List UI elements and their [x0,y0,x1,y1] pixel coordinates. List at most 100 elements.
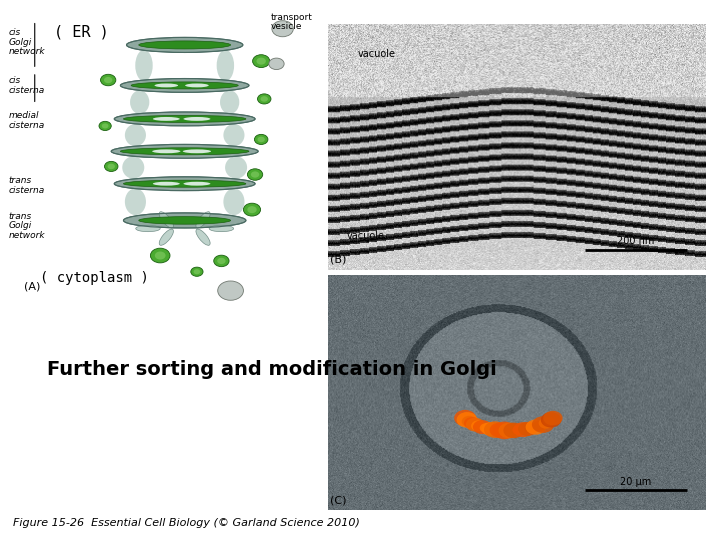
Circle shape [247,206,257,213]
Circle shape [541,412,562,428]
Circle shape [217,258,225,264]
Circle shape [104,161,118,172]
Ellipse shape [185,84,209,87]
Text: vacuole: vacuole [358,49,396,59]
Circle shape [539,417,554,429]
Circle shape [258,137,265,142]
Circle shape [492,422,516,439]
Bar [328,275,706,510]
Circle shape [473,420,492,434]
Ellipse shape [159,212,174,228]
Ellipse shape [120,148,249,155]
Ellipse shape [183,150,211,153]
Circle shape [150,248,170,263]
Ellipse shape [139,217,230,224]
Ellipse shape [135,50,153,81]
Ellipse shape [152,150,181,153]
Circle shape [456,412,477,428]
Circle shape [454,410,476,427]
Text: transport
vesicle: transport vesicle [270,12,312,31]
Ellipse shape [131,82,238,89]
Circle shape [217,281,243,300]
Ellipse shape [153,182,180,186]
Circle shape [191,267,203,276]
Text: ( cytoplasm ): ( cytoplasm ) [40,271,148,285]
Circle shape [503,423,524,438]
Text: trans
cisterna: trans cisterna [9,176,45,195]
Ellipse shape [155,84,178,87]
Text: (A): (A) [24,282,40,292]
Bar [7,24,313,275]
Ellipse shape [196,212,210,228]
Ellipse shape [135,225,160,232]
Circle shape [498,423,520,438]
Ellipse shape [120,78,249,92]
Ellipse shape [225,157,247,179]
Circle shape [466,417,485,431]
Ellipse shape [220,90,239,114]
Circle shape [254,134,268,145]
Ellipse shape [111,144,258,158]
Ellipse shape [123,116,246,123]
Text: 20 μm: 20 μm [620,477,652,487]
Text: cis
Golgi
network: cis Golgi network [9,28,45,56]
Text: Figure 15-26  Essential Cell Biology (© Garland Science 2010): Figure 15-26 Essential Cell Biology (© G… [13,518,360,528]
Circle shape [102,124,109,129]
Ellipse shape [122,157,144,179]
Text: cis
cisterna: cis cisterna [9,76,45,95]
Circle shape [258,94,271,104]
Circle shape [533,421,546,431]
Circle shape [543,411,562,426]
Ellipse shape [196,229,210,245]
Text: Further sorting and modification in Golgi: Further sorting and modification in Golg… [47,360,497,380]
Circle shape [518,422,537,436]
Ellipse shape [127,37,243,52]
Text: ( ER ): ( ER ) [54,24,109,39]
Circle shape [104,77,112,83]
Circle shape [107,164,115,169]
Ellipse shape [217,50,234,81]
Circle shape [526,420,546,435]
Circle shape [524,423,539,434]
Circle shape [482,422,500,436]
Ellipse shape [223,188,245,215]
Circle shape [513,426,525,435]
Ellipse shape [114,112,255,126]
Text: medial
cisterna: medial cisterna [9,111,45,130]
Text: vacuole: vacuole [346,231,384,241]
Text: (C): (C) [330,496,346,506]
Circle shape [243,203,261,216]
Ellipse shape [209,225,233,232]
Ellipse shape [184,117,210,121]
Circle shape [462,416,477,427]
Circle shape [464,417,480,429]
Ellipse shape [139,41,230,49]
Ellipse shape [125,124,146,146]
Bar [328,24,706,270]
Ellipse shape [123,180,246,187]
Circle shape [471,420,486,431]
Ellipse shape [114,177,255,191]
Circle shape [251,171,259,178]
Ellipse shape [130,90,149,114]
Circle shape [542,417,555,426]
Ellipse shape [184,182,210,186]
Circle shape [490,423,510,437]
Ellipse shape [159,229,174,245]
Text: (B): (B) [330,254,346,265]
Circle shape [484,421,506,438]
Circle shape [99,122,111,131]
Circle shape [155,252,166,260]
Circle shape [253,55,270,68]
Circle shape [532,416,554,433]
Ellipse shape [153,117,180,121]
Circle shape [101,75,116,86]
Circle shape [269,58,284,70]
Ellipse shape [125,188,146,215]
Circle shape [214,255,229,267]
Ellipse shape [223,124,245,146]
Circle shape [256,58,266,65]
Text: 200 nm: 200 nm [617,236,654,246]
Ellipse shape [123,213,246,228]
Circle shape [513,422,533,437]
